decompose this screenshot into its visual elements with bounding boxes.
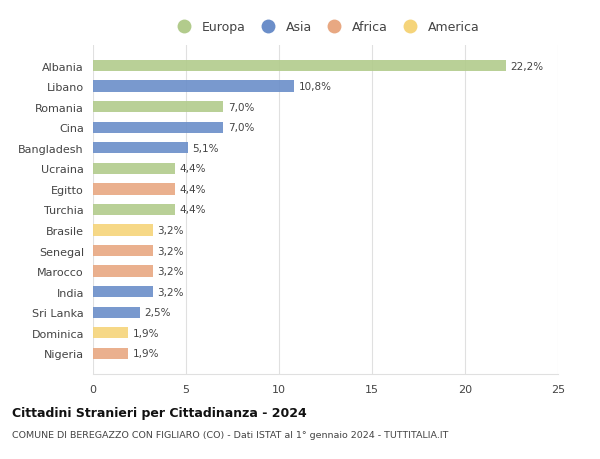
Bar [93, 225, 152, 236]
Bar [93, 348, 128, 359]
Bar [93, 266, 152, 277]
Text: COMUNE DI BEREGAZZO CON FIGLIARO (CO) - Dati ISTAT al 1° gennaio 2024 - TUTTITAL: COMUNE DI BEREGAZZO CON FIGLIARO (CO) - … [12, 431, 448, 440]
Text: 4,4%: 4,4% [179, 205, 206, 215]
Text: Cittadini Stranieri per Cittadinanza - 2024: Cittadini Stranieri per Cittadinanza - 2… [12, 406, 307, 419]
Bar [93, 327, 128, 339]
Text: 3,2%: 3,2% [157, 225, 184, 235]
Text: 4,4%: 4,4% [179, 164, 206, 174]
Bar [93, 184, 175, 195]
Text: 7,0%: 7,0% [228, 123, 254, 133]
Bar [93, 307, 139, 318]
Text: 22,2%: 22,2% [511, 62, 544, 72]
Bar [93, 123, 223, 134]
Text: 3,2%: 3,2% [157, 246, 184, 256]
Bar [93, 246, 152, 257]
Bar [93, 102, 223, 113]
Legend: Europa, Asia, Africa, America: Europa, Asia, Africa, America [167, 16, 484, 39]
Text: 1,9%: 1,9% [133, 348, 160, 358]
Text: 7,0%: 7,0% [228, 102, 254, 112]
Bar [93, 286, 152, 297]
Bar [93, 204, 175, 216]
Text: 3,2%: 3,2% [157, 267, 184, 276]
Text: 1,9%: 1,9% [133, 328, 160, 338]
Text: 2,5%: 2,5% [144, 308, 170, 318]
Text: 5,1%: 5,1% [193, 144, 219, 153]
Bar [93, 163, 175, 174]
Text: 3,2%: 3,2% [157, 287, 184, 297]
Text: 10,8%: 10,8% [299, 82, 332, 92]
Bar [93, 81, 294, 93]
Bar [93, 61, 506, 72]
Text: 4,4%: 4,4% [179, 185, 206, 195]
Bar [93, 143, 188, 154]
